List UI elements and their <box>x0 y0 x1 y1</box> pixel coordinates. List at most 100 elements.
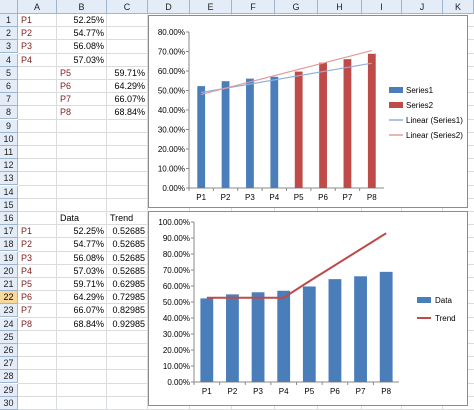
cell-label[interactable]: P5 <box>60 67 72 78</box>
gridline-col <box>147 14 148 410</box>
cell-trend[interactable]: 0.52685 <box>112 226 145 237</box>
row-header-26[interactable]: 26 <box>0 344 18 357</box>
cell-value[interactable]: 64.29% <box>114 81 145 91</box>
cell-data[interactable]: 57.03% <box>73 265 104 276</box>
row-header-14[interactable]: 14 <box>0 185 18 199</box>
row-header-8[interactable]: 8 <box>0 106 18 120</box>
cell-trend[interactable]: 0.52685 <box>112 252 145 263</box>
cell-label[interactable]: P5 <box>21 279 33 289</box>
cell-value[interactable]: 57.03% <box>73 54 104 65</box>
cell-data[interactable]: 54.77% <box>73 239 104 250</box>
row-header-1[interactable]: 1 <box>0 14 18 27</box>
chart-1[interactable]: 0.00% 10.00% 20.00% 30.00% 40.00% 50.00% 60.00… <box>148 15 468 208</box>
row-header-28[interactable]: 28 <box>0 370 18 384</box>
cell-label[interactable]: P7 <box>60 94 72 105</box>
row-header-27[interactable]: 27 <box>0 357 18 371</box>
row-header-18[interactable]: 18 <box>0 238 18 252</box>
column-header-b[interactable]: B <box>57 0 107 14</box>
cell-trend[interactable]: 0.52685 <box>112 239 145 250</box>
cell-label[interactable]: P6 <box>60 81 72 91</box>
header-trend[interactable]: Trend <box>110 213 134 223</box>
cell-label[interactable]: P1 <box>21 226 33 237</box>
cell-label[interactable]: P2 <box>21 28 33 39</box>
column-header-k[interactable]: K <box>443 0 474 14</box>
row-header-4[interactable]: 4 <box>0 53 18 67</box>
cell-value[interactable]: 59.71% <box>114 67 145 78</box>
header-data[interactable]: Data <box>60 213 80 223</box>
cell-data[interactable]: 56.08% <box>73 252 104 263</box>
x-tick-label: P6 <box>318 193 328 202</box>
bar-data <box>251 292 265 382</box>
column-header-i[interactable]: I <box>362 0 402 14</box>
y-tick-label: 20.00% <box>163 346 190 355</box>
select-all-corner[interactable] <box>0 0 18 14</box>
row-header-15[interactable]: 15 <box>0 198 18 212</box>
y-tick-label: 30.00% <box>163 330 190 339</box>
cell-value[interactable]: 56.08% <box>73 41 104 52</box>
row-header-9[interactable]: 9 <box>0 119 18 133</box>
row-header-22[interactable]: 22 <box>0 291 18 305</box>
row-header-16[interactable]: 16 <box>0 212 18 225</box>
row-header-17[interactable]: 17 <box>0 225 18 239</box>
cell-data[interactable]: 59.71% <box>73 279 104 289</box>
chart-2[interactable]: 0.00% 10.00% 20.00% 30.00% 40.00% 50.00% 60.00… <box>148 211 468 406</box>
cell-trend[interactable]: 0.92985 <box>112 318 145 329</box>
row-header-3[interactable]: 3 <box>0 40 18 54</box>
column-header-e[interactable]: E <box>190 0 232 14</box>
row-header-2[interactable]: 2 <box>0 27 18 41</box>
cell-value[interactable]: 52.25% <box>73 15 104 25</box>
cell-trend[interactable]: 0.82985 <box>112 305 145 316</box>
cell-trend[interactable]: 0.62985 <box>112 279 145 289</box>
column-header-f[interactable]: F <box>232 0 275 14</box>
cell-data[interactable]: 66.07% <box>73 305 104 316</box>
column-header-j[interactable]: J <box>402 0 443 14</box>
cell-label[interactable]: P4 <box>21 54 33 65</box>
legend-label: Data <box>435 296 452 305</box>
row-header-24[interactable]: 24 <box>0 317 18 331</box>
row-header-29[interactable]: 29 <box>0 383 18 397</box>
y-tick-label: 30.00% <box>158 126 185 135</box>
cell-value[interactable]: 68.84% <box>114 107 145 118</box>
row-header-23[interactable]: 23 <box>0 304 18 318</box>
x-tick-label: P5 <box>304 387 314 396</box>
cell-label[interactable]: P7 <box>21 305 33 316</box>
cell-label[interactable]: P8 <box>60 107 72 118</box>
column-header-h[interactable]: H <box>318 0 362 14</box>
cell-value[interactable]: 66.07% <box>114 94 145 105</box>
cell-label[interactable]: P8 <box>21 318 33 329</box>
row-header-21[interactable]: 21 <box>0 278 18 291</box>
cell-label[interactable]: P3 <box>21 41 33 52</box>
legend-label: Series1 <box>406 86 434 95</box>
row-header-30[interactable]: 30 <box>0 396 18 410</box>
cell-trend[interactable]: 0.52685 <box>112 265 145 276</box>
row-header-12[interactable]: 12 <box>0 159 18 173</box>
cell-data[interactable]: 52.25% <box>73 226 104 237</box>
column-header-d[interactable]: D <box>148 0 190 14</box>
cell-data[interactable]: 68.84% <box>73 318 104 329</box>
row-header-25[interactable]: 25 <box>0 330 18 344</box>
cell-label[interactable]: P2 <box>21 239 33 250</box>
cell-label[interactable]: P6 <box>21 292 33 303</box>
cell-label[interactable]: P1 <box>21 15 33 25</box>
cell-label[interactable]: P4 <box>21 265 33 276</box>
column-header-c[interactable]: C <box>107 0 148 14</box>
row-header-13[interactable]: 13 <box>0 172 18 186</box>
row-header-6[interactable]: 6 <box>0 80 18 93</box>
bar-series1 <box>197 86 206 188</box>
column-header-a[interactable]: A <box>18 0 57 14</box>
legend-label: Linear (Series2) <box>406 131 463 140</box>
row-header-11[interactable]: 11 <box>0 146 18 159</box>
column-header-g[interactable]: G <box>275 0 318 14</box>
cell-trend[interactable]: 0.72985 <box>112 292 145 303</box>
cell-value[interactable]: 54.77% <box>73 28 104 39</box>
cell-label[interactable]: P3 <box>21 252 33 263</box>
y-tick-label: 40.00% <box>158 106 185 115</box>
row-header-19[interactable]: 19 <box>0 251 18 265</box>
y-tick-label: 20.00% <box>158 145 185 154</box>
row-header-7[interactable]: 7 <box>0 93 18 107</box>
row-header-20[interactable]: 20 <box>0 264 18 278</box>
row-header-5[interactable]: 5 <box>0 66 18 80</box>
cell-data[interactable]: 64.29% <box>73 292 104 303</box>
row-header-10[interactable]: 10 <box>0 132 18 146</box>
